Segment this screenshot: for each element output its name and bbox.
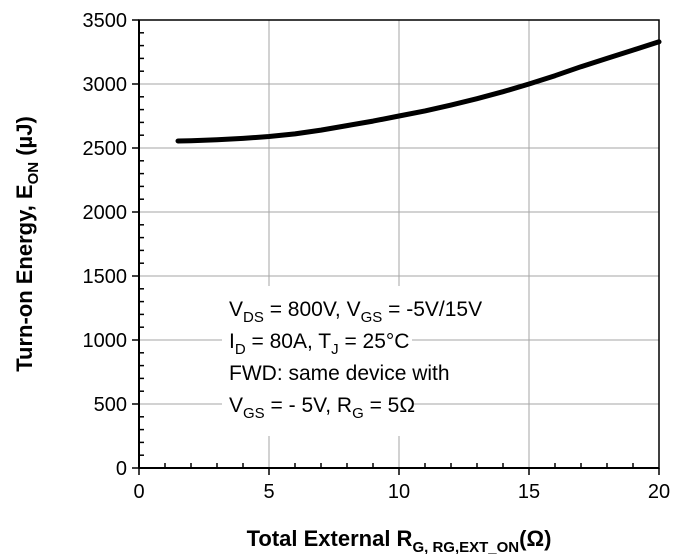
y-tick-label: 0 xyxy=(116,458,127,480)
annotation-line-2: ID = 80A, TJ = 25°C xyxy=(229,330,409,358)
y-tick-label: 3000 xyxy=(83,74,128,96)
y-tick-label: 500 xyxy=(94,394,127,416)
x-tick-label: 20 xyxy=(648,481,670,503)
y-tick-label: 2000 xyxy=(83,202,128,224)
y-axis-title: Turn-on Energy, EON (µJ) xyxy=(12,116,42,372)
y-tick-label: 2500 xyxy=(83,138,128,160)
x-tick-label: 10 xyxy=(388,481,410,503)
y-tick-label: 3500 xyxy=(83,10,128,32)
x-tick-labels: 0 5 10 15 20 xyxy=(133,481,670,503)
y-tick-label: 1000 xyxy=(83,330,128,352)
y-tick-labels: 0 500 1000 1500 2000 2500 3000 3500 xyxy=(83,10,128,480)
annotation-line-4: VGS = - 5V, RG = 5Ω xyxy=(229,394,415,422)
minor-ticks xyxy=(132,19,660,475)
series-line xyxy=(175,39,662,144)
x-tick-label: 0 xyxy=(133,481,144,503)
annotation-line-3: FWD: same device with xyxy=(229,362,450,385)
annotation-line-1: VDS = 800V, VGS = -5V/15V xyxy=(229,298,482,326)
x-axis-title: Total External RG, RG,EXT_ON(Ω) xyxy=(247,526,552,554)
y-tick-label: 1500 xyxy=(83,266,128,288)
x-tick-label: 5 xyxy=(263,481,274,503)
x-tick-label: 15 xyxy=(518,481,540,503)
annotation-box xyxy=(222,286,412,436)
